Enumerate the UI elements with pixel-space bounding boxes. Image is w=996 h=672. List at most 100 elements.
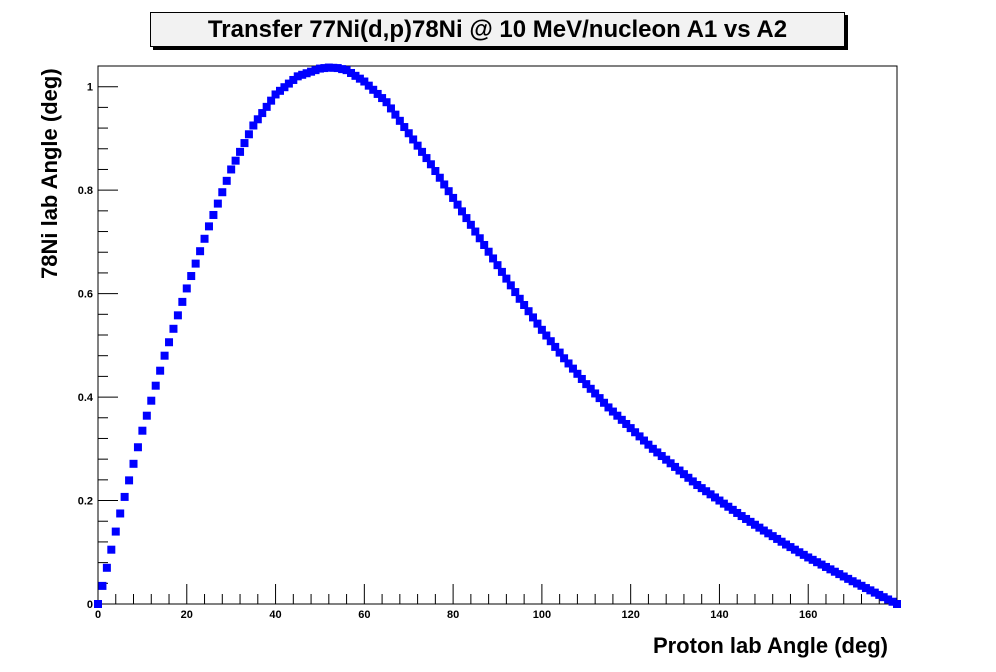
data-point [231, 156, 240, 165]
data-point [466, 220, 475, 229]
data-point [524, 307, 533, 316]
data-point [644, 440, 653, 449]
x-tick-label: 40 [269, 609, 281, 621]
data-point [102, 563, 111, 572]
data-point [573, 369, 582, 378]
data-point [844, 574, 853, 583]
data-point [160, 351, 169, 360]
data-point [240, 139, 249, 148]
data-point [671, 462, 680, 471]
data-point [853, 579, 862, 588]
data-point [280, 83, 289, 92]
data-point [737, 512, 746, 521]
data-point [116, 509, 125, 518]
data-point [835, 570, 844, 579]
data-point [342, 66, 351, 75]
data-point [347, 68, 356, 77]
data-point [555, 348, 564, 357]
data-point [866, 586, 875, 595]
x-tick-label: 120 [621, 609, 639, 621]
data-point [373, 89, 382, 98]
data-point [284, 79, 293, 88]
data-point [142, 411, 151, 420]
data-point [529, 313, 538, 322]
data-point [560, 354, 569, 363]
data-point [404, 129, 413, 138]
data-point [790, 545, 799, 554]
data-point [422, 154, 431, 163]
data-point [728, 505, 737, 514]
y-tick-label: 1 [87, 82, 93, 94]
data-point [773, 534, 782, 543]
x-tick-label: 140 [710, 609, 728, 621]
data-point [129, 459, 138, 468]
data-point [511, 288, 520, 297]
data-point [821, 562, 830, 571]
data-point [333, 64, 342, 73]
data-point [888, 597, 897, 606]
data-point [613, 411, 622, 420]
data-point [209, 210, 218, 219]
data-point [830, 567, 839, 576]
data-point [893, 600, 901, 608]
data-point [879, 593, 888, 602]
y-tick-label: 0.8 [78, 185, 93, 197]
data-point [795, 548, 804, 557]
data-point [289, 75, 298, 84]
data-point [884, 595, 893, 604]
data-point [329, 63, 338, 72]
data-point [604, 403, 613, 412]
data-point [395, 116, 404, 125]
data-point [249, 121, 258, 130]
y-tick-label: 0.2 [78, 496, 93, 508]
data-point [666, 459, 675, 468]
data-point [639, 436, 648, 445]
y-tick-label: 0.6 [78, 289, 93, 301]
data-point [156, 366, 165, 375]
data-point [715, 496, 724, 505]
data-point [111, 527, 120, 536]
data-point [200, 234, 209, 243]
data-point [457, 207, 466, 216]
data-point [382, 98, 391, 107]
data-point [617, 415, 626, 424]
data-point [440, 180, 449, 189]
data-point [151, 381, 160, 390]
data-point [506, 281, 515, 290]
data-point [697, 484, 706, 493]
data-point [702, 487, 711, 496]
data-point [98, 581, 107, 590]
data-point [227, 165, 236, 174]
data-points [94, 63, 901, 608]
data-point [120, 492, 129, 501]
plot-frame [97, 65, 898, 605]
data-point [435, 173, 444, 182]
data-point [338, 65, 347, 74]
data-point [564, 359, 573, 368]
data-point [369, 85, 378, 94]
data-point [533, 319, 542, 328]
x-tick-label: 100 [533, 609, 551, 621]
data-point [107, 545, 116, 554]
y-tick-label: 0 [87, 599, 93, 611]
x-tick-label: 80 [447, 609, 459, 621]
data-point [307, 67, 316, 76]
data-point [204, 222, 213, 231]
data-point [711, 493, 720, 502]
data-point [293, 72, 302, 81]
x-tick-label: 0 [95, 609, 101, 621]
data-point [653, 448, 662, 457]
data-point [848, 577, 857, 586]
data-point [378, 94, 387, 103]
x-tick-label: 160 [799, 609, 817, 621]
data-point [742, 514, 751, 523]
data-point [546, 337, 555, 346]
x-tick-label: 20 [181, 609, 193, 621]
data-point [719, 499, 728, 508]
data-point [320, 64, 329, 73]
data-point [133, 443, 142, 452]
data-point [497, 267, 506, 276]
data-point [746, 517, 755, 526]
data-point [675, 466, 684, 475]
data-point [804, 553, 813, 562]
